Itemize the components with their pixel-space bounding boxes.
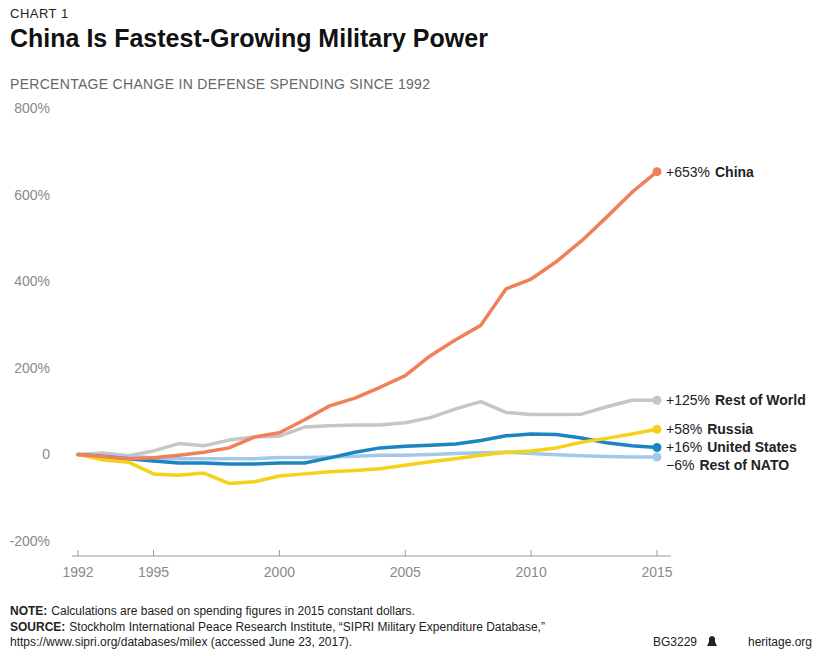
footer-code: BG3229 — [653, 635, 697, 649]
end-dot — [653, 452, 662, 461]
end-dot — [653, 443, 662, 452]
series-name: Rest of World — [715, 392, 806, 408]
x-tick-label: 2010 — [516, 564, 547, 580]
source: SOURCE: Stockholm International Peace Res… — [10, 620, 545, 634]
plot-area — [78, 172, 657, 484]
y-tick — [58, 367, 64, 368]
y-tick-label: 400% — [14, 273, 50, 289]
series-line — [78, 434, 657, 464]
logo-icon — [707, 636, 717, 646]
y-tick-label: 800% — [14, 100, 50, 116]
x-tick — [279, 550, 280, 556]
subtitle: PERCENTAGE CHANGE IN DEFENSE SPENDING SI… — [10, 76, 430, 92]
x-tick-label: 2005 — [390, 564, 421, 580]
x-tick-label: 2000 — [264, 564, 295, 580]
data-label: −6% Rest of NATO — [666, 457, 789, 473]
x-tick — [153, 550, 154, 556]
y-tick-label: 600% — [14, 187, 50, 203]
source-text: Stockholm International Peace Research I… — [69, 620, 545, 634]
y-tick-label: -200% — [10, 533, 50, 549]
kicker: CHART 1 — [10, 6, 69, 21]
x-tick — [531, 550, 532, 556]
note-label: NOTE: — [10, 604, 47, 618]
x-tick-label: 2015 — [641, 564, 672, 580]
series-name: Russia — [707, 421, 753, 437]
series-line — [78, 400, 657, 455]
data-label: +125% Rest of World — [666, 392, 806, 408]
series-line — [78, 172, 657, 459]
x-tick-label: 1995 — [138, 564, 169, 580]
end-dot — [653, 396, 662, 405]
data-label-value: +16% — [666, 439, 702, 455]
y-tick — [58, 454, 64, 455]
y-tick-label: 200% — [14, 360, 50, 376]
source-label: SOURCE: — [10, 620, 65, 634]
note: NOTE: Calculations are based on spending … — [10, 604, 415, 618]
end-dot — [653, 167, 662, 176]
x-tick-label: 1992 — [62, 564, 93, 580]
source-text: https://www.sipri.org/databases/milex (a… — [10, 635, 352, 649]
data-label-value: −6% — [666, 457, 694, 473]
data-label-value: +58% — [666, 421, 702, 437]
data-label: +58% Russia — [666, 421, 753, 437]
series-name: Rest of NATO — [699, 457, 789, 473]
data-label-value: +653% — [666, 164, 710, 180]
data-label: +653% China — [666, 164, 754, 180]
data-label-value: +125% — [666, 392, 710, 408]
y-tick — [58, 108, 64, 109]
series-name: United States — [707, 439, 797, 455]
data-label: +16% United States — [666, 439, 797, 455]
end-dot — [653, 425, 662, 434]
x-axis-line — [72, 556, 671, 557]
x-tick — [78, 550, 79, 556]
x-tick — [405, 550, 406, 556]
y-tick — [58, 541, 64, 542]
y-tick — [58, 194, 64, 195]
footer-site: heritage.org — [748, 635, 812, 649]
y-tick — [58, 281, 64, 282]
series-name: China — [715, 164, 754, 180]
chart: CHART 1 China Is Fastest-Growing Military… — [0, 0, 825, 656]
y-tick-label: 0 — [42, 446, 50, 462]
title: China Is Fastest-Growing Military Power — [10, 24, 488, 52]
note-text: Calculations are based on spending figur… — [51, 604, 415, 618]
x-tick — [657, 550, 658, 556]
